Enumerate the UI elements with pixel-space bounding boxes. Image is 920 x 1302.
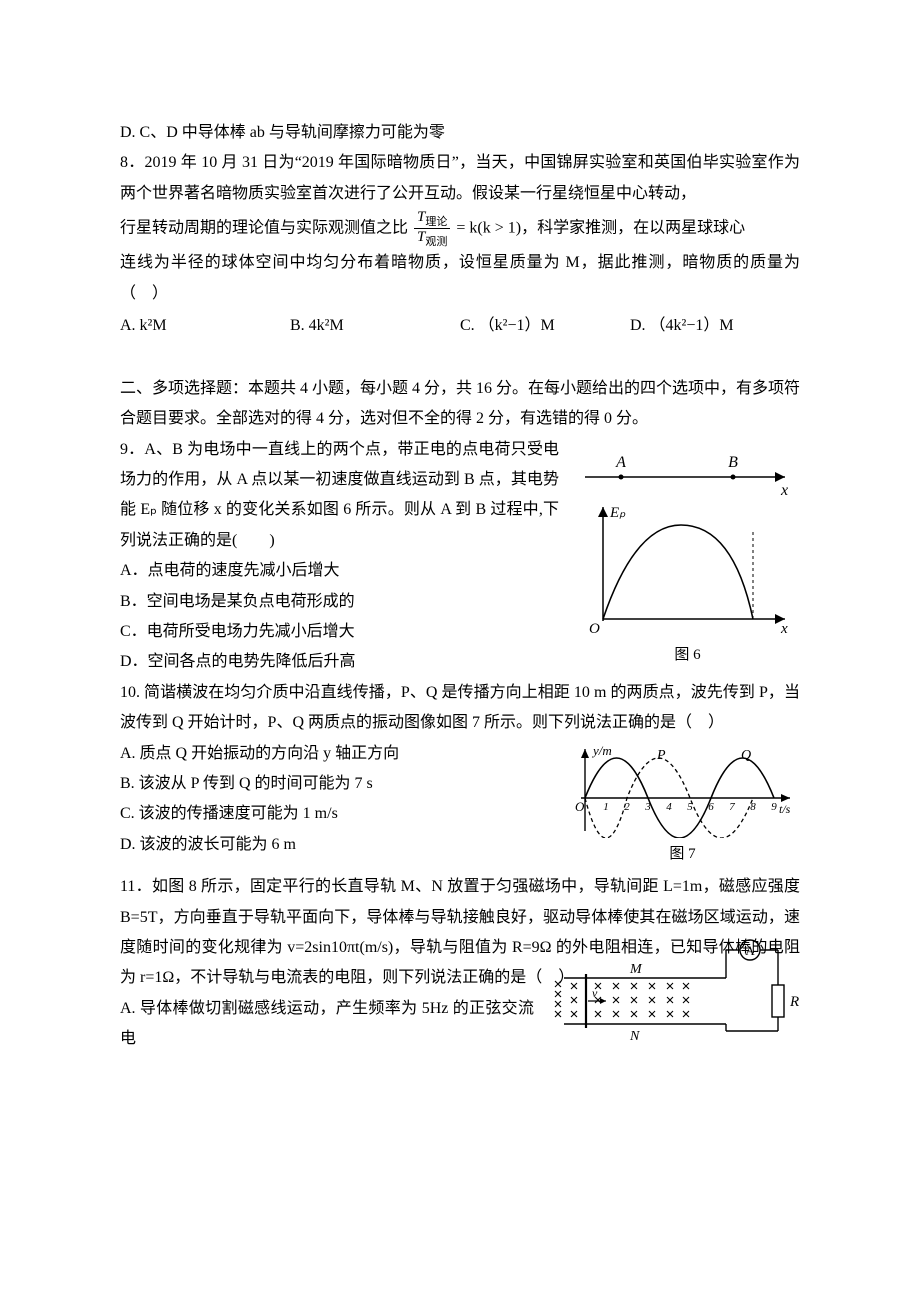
q8-stem-2a: 行星转动周期的理论值与实际观测值之比 <box>120 219 408 236</box>
q8-options: A. k²M B. 4k²M C. （k²−1）M D. （4k²−1）M <box>120 311 800 341</box>
q8-optC: C. （k²−1）M <box>460 311 630 341</box>
figure-7: 123 456 789 P Q y/m O t/s 图 7 <box>565 743 800 869</box>
figure-7-caption: 图 7 <box>565 840 800 869</box>
q8-stem-2b: = k(k > 1)，科学家推测，在以两星球球心 <box>456 219 745 236</box>
figure-6-axis-diagram: A B x <box>575 439 800 499</box>
svg-text:M: M <box>629 962 643 977</box>
frac-den-sub: 观测 <box>425 236 447 248</box>
figure-7-wave-graph: 123 456 789 P Q y/m O t/s <box>565 743 800 838</box>
svg-text:O: O <box>589 621 600 637</box>
q8-stem-line3: 连线为半径的球体空间中均匀分布着暗物质，设恒星质量为 M，据此推测，暗物质的质量… <box>120 248 800 309</box>
svg-text:y/m: y/m <box>591 743 612 758</box>
svg-text:x: x <box>780 621 788 637</box>
frac-num-sub: 理论 <box>425 216 447 228</box>
svg-text:x: x <box>780 482 788 499</box>
q8-stem-line1: 8．2019 年 10 月 31 日为“2019 年国际暗物质日”，当天，中国锦… <box>120 148 800 209</box>
svg-text:Q: Q <box>741 748 751 763</box>
svg-text:v: v <box>592 986 598 1000</box>
section2-heading: 二、多项选择题：本题共 4 小题，每小题 4 分，共 16 分。在每小题给出的四… <box>120 374 800 435</box>
q8-optB: B. 4k²M <box>290 311 460 341</box>
svg-text:R: R <box>789 994 799 1010</box>
q8-stem-line2: 行星转动周期的理论值与实际观测值之比 T理论 T观测 = k(k > 1)，科学… <box>120 209 800 248</box>
q7-option-d: D. C、D 中导体棒 ab 与导轨间摩擦力可能为零 <box>120 118 800 148</box>
svg-text:N: N <box>629 1029 640 1044</box>
figure-6: A B x Eₚ O x 图 6 <box>575 439 800 670</box>
figure-6-ep-graph: Eₚ O x <box>575 499 800 639</box>
svg-text:P: P <box>656 748 666 763</box>
q8-fraction: T理论 T观测 <box>414 209 450 248</box>
svg-text:t/s: t/s <box>779 802 791 816</box>
svg-text:7: 7 <box>729 801 735 813</box>
svg-text:B: B <box>728 454 738 471</box>
figure-6-caption: 图 6 <box>575 641 800 670</box>
svg-text:A: A <box>615 454 626 471</box>
q8-optD: D. （4k²−1）M <box>630 311 800 341</box>
svg-text:Eₚ: Eₚ <box>609 505 626 521</box>
q10-stem: 10. 简谐横波在均匀介质中沿直线传播，P、Q 是传播方向上相距 10 m 的两… <box>120 678 800 739</box>
q8-optA: A. k²M <box>120 311 290 341</box>
svg-text:4: 4 <box>666 801 672 813</box>
svg-text:1: 1 <box>603 801 609 813</box>
svg-text:9: 9 <box>771 801 777 813</box>
svg-text:O: O <box>575 799 585 814</box>
